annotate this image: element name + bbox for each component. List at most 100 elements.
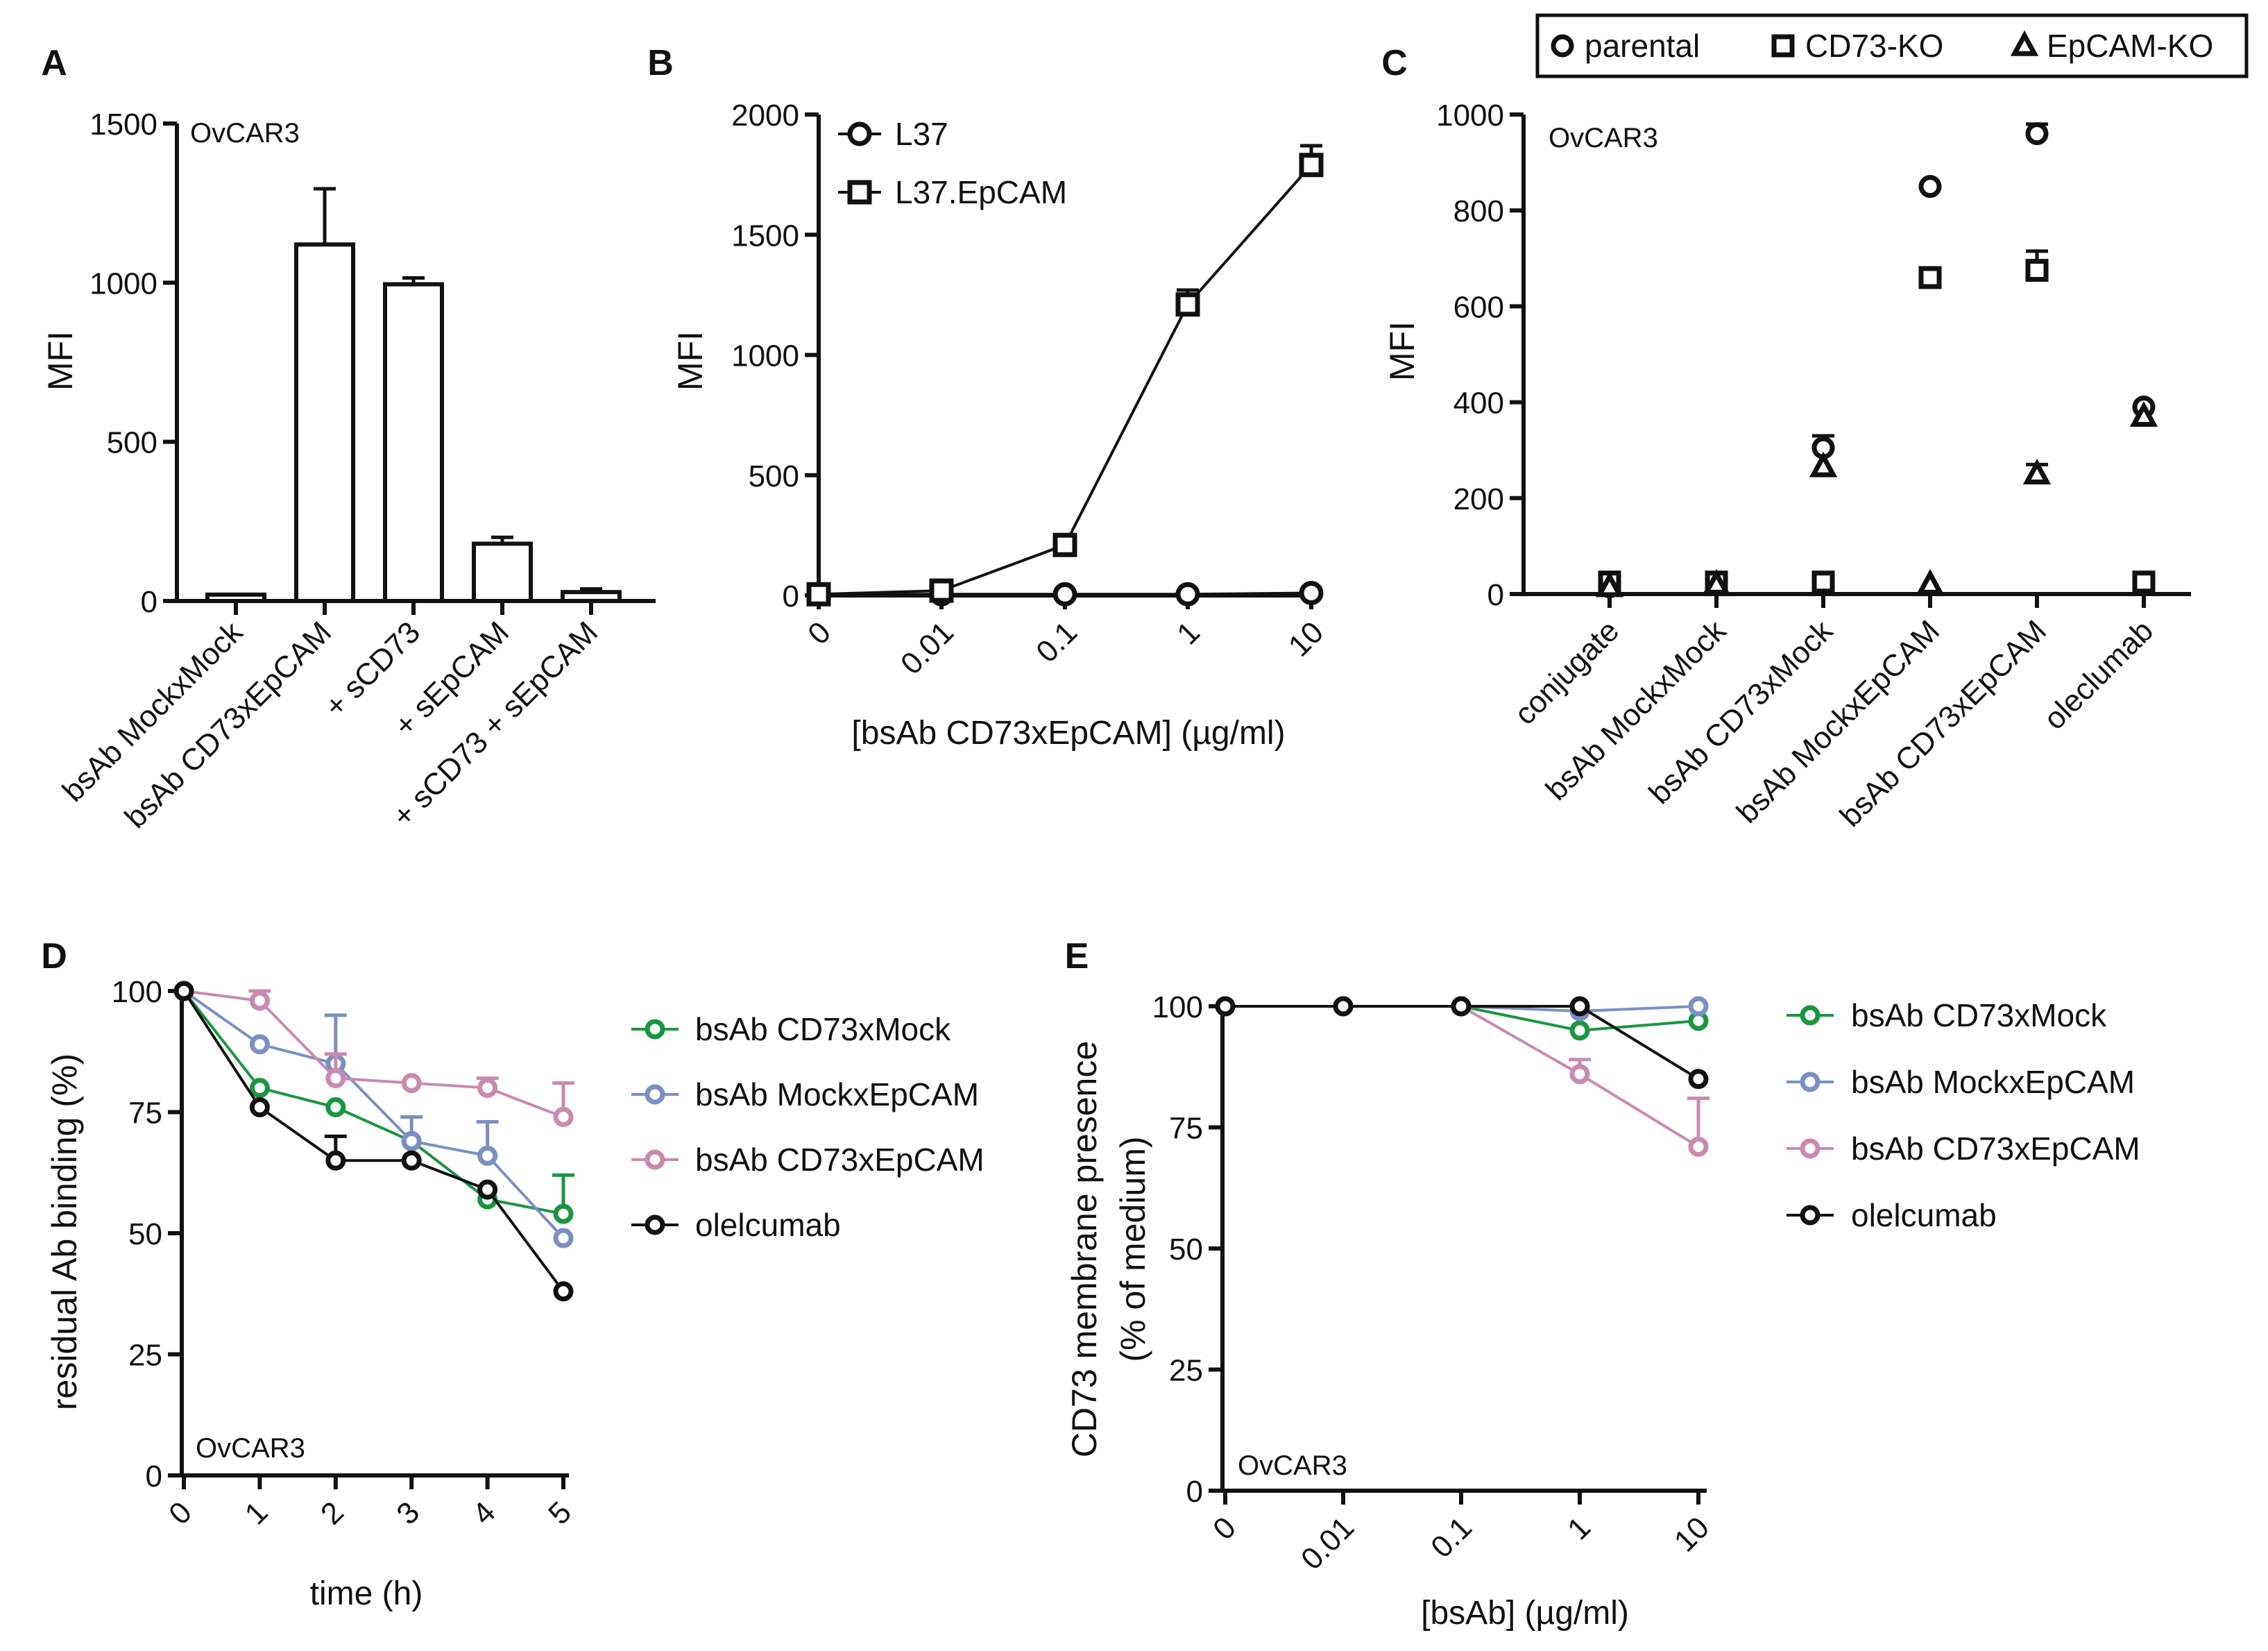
panel-d-point (325, 1068, 346, 1089)
panel-d-ylabel: residual Ab binding (%) (45, 1053, 84, 1410)
panel-d-ytick-label: 50 (128, 1217, 162, 1251)
panel-d-ytick-label: 100 (112, 975, 162, 1009)
panel-a-bar (472, 541, 533, 603)
panel-e-legend-label: olelcumab (1851, 1197, 1997, 1233)
panel-d-xtick-label: 1 (239, 1495, 275, 1531)
panel-b-xtick-label: 0.1 (1030, 615, 1084, 669)
panel-e-legend-marker (1800, 1205, 1821, 1226)
panel-c-ylabel: MFI (1383, 321, 1422, 381)
panel-b: B MFI [bsAb CD73xEpCAM] (µg/ml) 0 500 1000 150… (647, 43, 1330, 752)
panel-d-point (401, 1131, 422, 1151)
panel-e-point (1333, 996, 1354, 1017)
panel-b-legend-marker (847, 121, 872, 146)
panel-b-ylabel: MFI (671, 331, 710, 391)
panel-d-series-line (183, 990, 564, 1119)
panel-d-xtick-label: 4 (466, 1495, 502, 1531)
panel-c-legend-box (1535, 13, 2249, 78)
panel-b-xlabel: [bsAb CD73xEpCAM] (µg/ml) (851, 715, 1285, 752)
panel-d-xtick-label: 2 (314, 1495, 350, 1531)
panel-d-cell-line: OvCAR3 (196, 1433, 305, 1464)
panel-b-ytick-label: 1500 (731, 219, 799, 253)
panel-c-xtick-label: bsAb MockxEpCAM (1730, 613, 1946, 829)
panel-d-ytick-label: 0 (146, 1459, 162, 1493)
panel-a-cell-line: OvCAR3 (190, 118, 300, 149)
panel-e-legend-label: bsAb MockxEpCAM (1851, 1064, 2135, 1100)
panel-e-legend-label: bsAb CD73xEpCAM (1851, 1131, 2140, 1167)
panel-d-point (325, 1097, 346, 1118)
panel-d-point (553, 1281, 574, 1302)
panel-d-legend-label: bsAb MockxEpCAM (695, 1076, 979, 1112)
panel-e-ytick-label: 0 (1186, 1475, 1203, 1509)
panel-e-xtick-label: 0 (1207, 1510, 1243, 1546)
panel-e-point (1688, 996, 1709, 1017)
panel-d-series-line (182, 990, 565, 1292)
panel-c-point (2132, 570, 2156, 594)
panel-d-point (401, 1150, 422, 1171)
panel-d-point (553, 1106, 574, 1127)
panel-b-ytick-label: 0 (783, 579, 799, 613)
panel-d-legend-marker (645, 1084, 665, 1105)
panel-d-point (249, 990, 270, 1011)
panel-b-point (806, 582, 831, 607)
panel-e-ytick-label: 25 (1169, 1354, 1203, 1388)
panel-c-point (1595, 571, 1624, 598)
panel-e-legend-label: bsAb CD73xMock (1851, 997, 2107, 1033)
panel-b-ytick-label: 2000 (731, 99, 799, 133)
panel-b-legend-marker (847, 180, 872, 205)
panel-c-point (1809, 451, 1838, 477)
panel-a-bar (294, 242, 355, 603)
panel-c-point (2022, 459, 2052, 484)
panel-e-legend-marker (1800, 1005, 1821, 1026)
panel-d-xtick-label: 3 (390, 1495, 426, 1531)
panel-c-legend-marker (2010, 30, 2039, 56)
panel-d-ytick-label: 75 (128, 1097, 162, 1131)
panel-b-ytick-label: 500 (749, 459, 799, 493)
panel-d-point (249, 1097, 270, 1118)
panel-a-ytick-label: 500 (107, 426, 157, 460)
panel-e-ylabel-sub: (% of medium) (1114, 1136, 1152, 1362)
panel-c-point (1918, 175, 1942, 198)
panel-c-xtick-label: bsAb CD73xEpCAM (1834, 613, 2054, 833)
panel-d-series-line (182, 990, 564, 1216)
panel-e-xtick-label: 0.1 (1424, 1510, 1478, 1564)
panel-d-point (249, 1034, 270, 1055)
panel-c-legend-label: parental (1585, 28, 1700, 64)
panel-e-xlabel: [bsAb] (µg/ml) (1421, 1595, 1629, 1632)
panel-d-point (325, 1150, 346, 1171)
panel-e-ytick-label: 50 (1169, 1233, 1203, 1267)
panel-b-point (929, 578, 954, 603)
panel-c-xtick-label: bsAb CD73xMock (1642, 613, 1839, 811)
panel-e-point (1215, 996, 1236, 1017)
panel-b-point (1299, 153, 1324, 178)
panel-e-point (1688, 1069, 1709, 1090)
panel-d-point (401, 1073, 422, 1094)
panel-d-point (173, 981, 194, 1001)
panel-c-letter: C (1381, 43, 1408, 83)
panel-e-ytick-label: 75 (1169, 1112, 1203, 1146)
panel-e-cell-line: OvCAR3 (1238, 1450, 1347, 1481)
panel-b-legend-label: L37.EpCAM (895, 174, 1067, 210)
panel-b-point (1052, 532, 1077, 557)
panel-d-point (249, 1078, 270, 1099)
panel-a-bar (383, 282, 444, 603)
panel-e-point (1569, 1064, 1590, 1085)
panel-b-letter: B (647, 43, 674, 83)
panel-d-letter: D (41, 936, 67, 976)
panel-e-letter: E (1065, 936, 1089, 976)
panel-d-point (477, 1179, 498, 1200)
panel-b-point (1175, 582, 1200, 607)
panel-b-legend-label: L37 (895, 116, 948, 152)
panel-a-ylabel: MFI (41, 331, 80, 391)
panel-a-ytick-label: 1000 (89, 266, 157, 300)
panel-b-xtick-label: 10 (1282, 615, 1330, 663)
panel-c-point (2025, 259, 2049, 282)
panel-c-legend-label: CD73-KO (1805, 28, 1943, 64)
panel-c-legend-marker (1771, 34, 1795, 58)
panel-e-point (1569, 996, 1590, 1017)
panel-b-ytick-label: 1000 (731, 339, 799, 373)
panel-b-series-line (818, 164, 1313, 596)
panel-d-legend-label: bsAb CD73xEpCAM (695, 1142, 984, 1178)
panel-d-xtick-label: 5 (542, 1495, 578, 1531)
